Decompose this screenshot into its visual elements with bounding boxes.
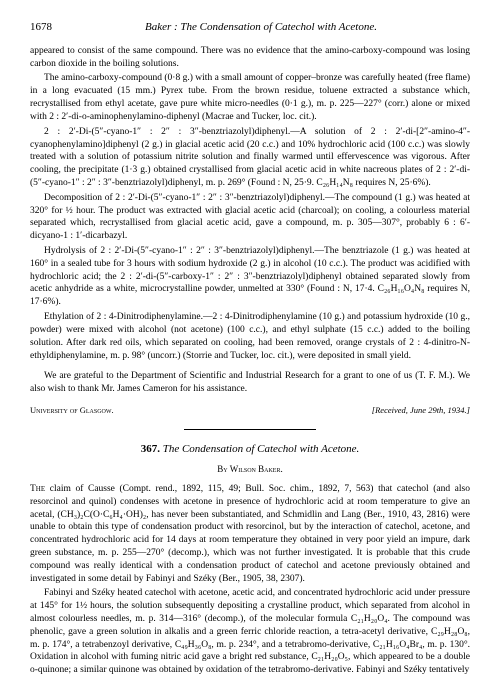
article-title-text: The Condensation of Catechol with Aceton…	[163, 443, 360, 455]
body-paragraph: 2 : 2′-Di-(5″-cyano-1″ : 2″ : 3″-benztri…	[30, 126, 470, 190]
received-date: [Received, June 29th, 1934.]	[372, 405, 470, 416]
body-paragraph: Fabinyi and Széky heated catechol with a…	[30, 587, 470, 677]
running-title: Baker : The Condensation of Catechol wit…	[52, 20, 470, 35]
body-paragraph: appeared to consist of the same compound…	[30, 45, 470, 71]
acknowledgment: We are grateful to the Department of Sci…	[30, 370, 470, 396]
body-paragraph: Hydrolysis of 2 : 2′-Di-(5″-cyano-1″ : 2…	[30, 245, 470, 309]
page-header: 1678 Baker : The Condensation of Catecho…	[30, 20, 470, 35]
page-number: 1678	[30, 20, 52, 35]
article-title: 367. The Condensation of Catechol with A…	[30, 442, 470, 457]
author-byline: By Wilson Baker.	[30, 463, 470, 475]
affiliation-row: University of Glasgow. [Received, June 2…	[30, 405, 470, 416]
body-paragraph: The amino-carboxy-compound (0·8 g.) with…	[30, 72, 470, 123]
section-divider	[184, 429, 316, 430]
body-paragraph: Ethylation of 2 : 4-Dinitrodiphenylamine…	[30, 311, 470, 362]
leading-word: The	[30, 484, 45, 494]
journal-page: 1678 Baker : The Condensation of Catecho…	[0, 0, 500, 699]
article-number: 367.	[141, 443, 160, 455]
affiliation: University of Glasgow.	[30, 405, 114, 416]
body-paragraph: Decomposition of 2 : 2′-Di-(5″-cyano-1″ …	[30, 192, 470, 243]
body-paragraph: The claim of Causse (Compt. rend., 1892,…	[30, 483, 470, 586]
paragraph-text: claim of Causse (Compt. rend., 1892, 115…	[30, 484, 470, 584]
